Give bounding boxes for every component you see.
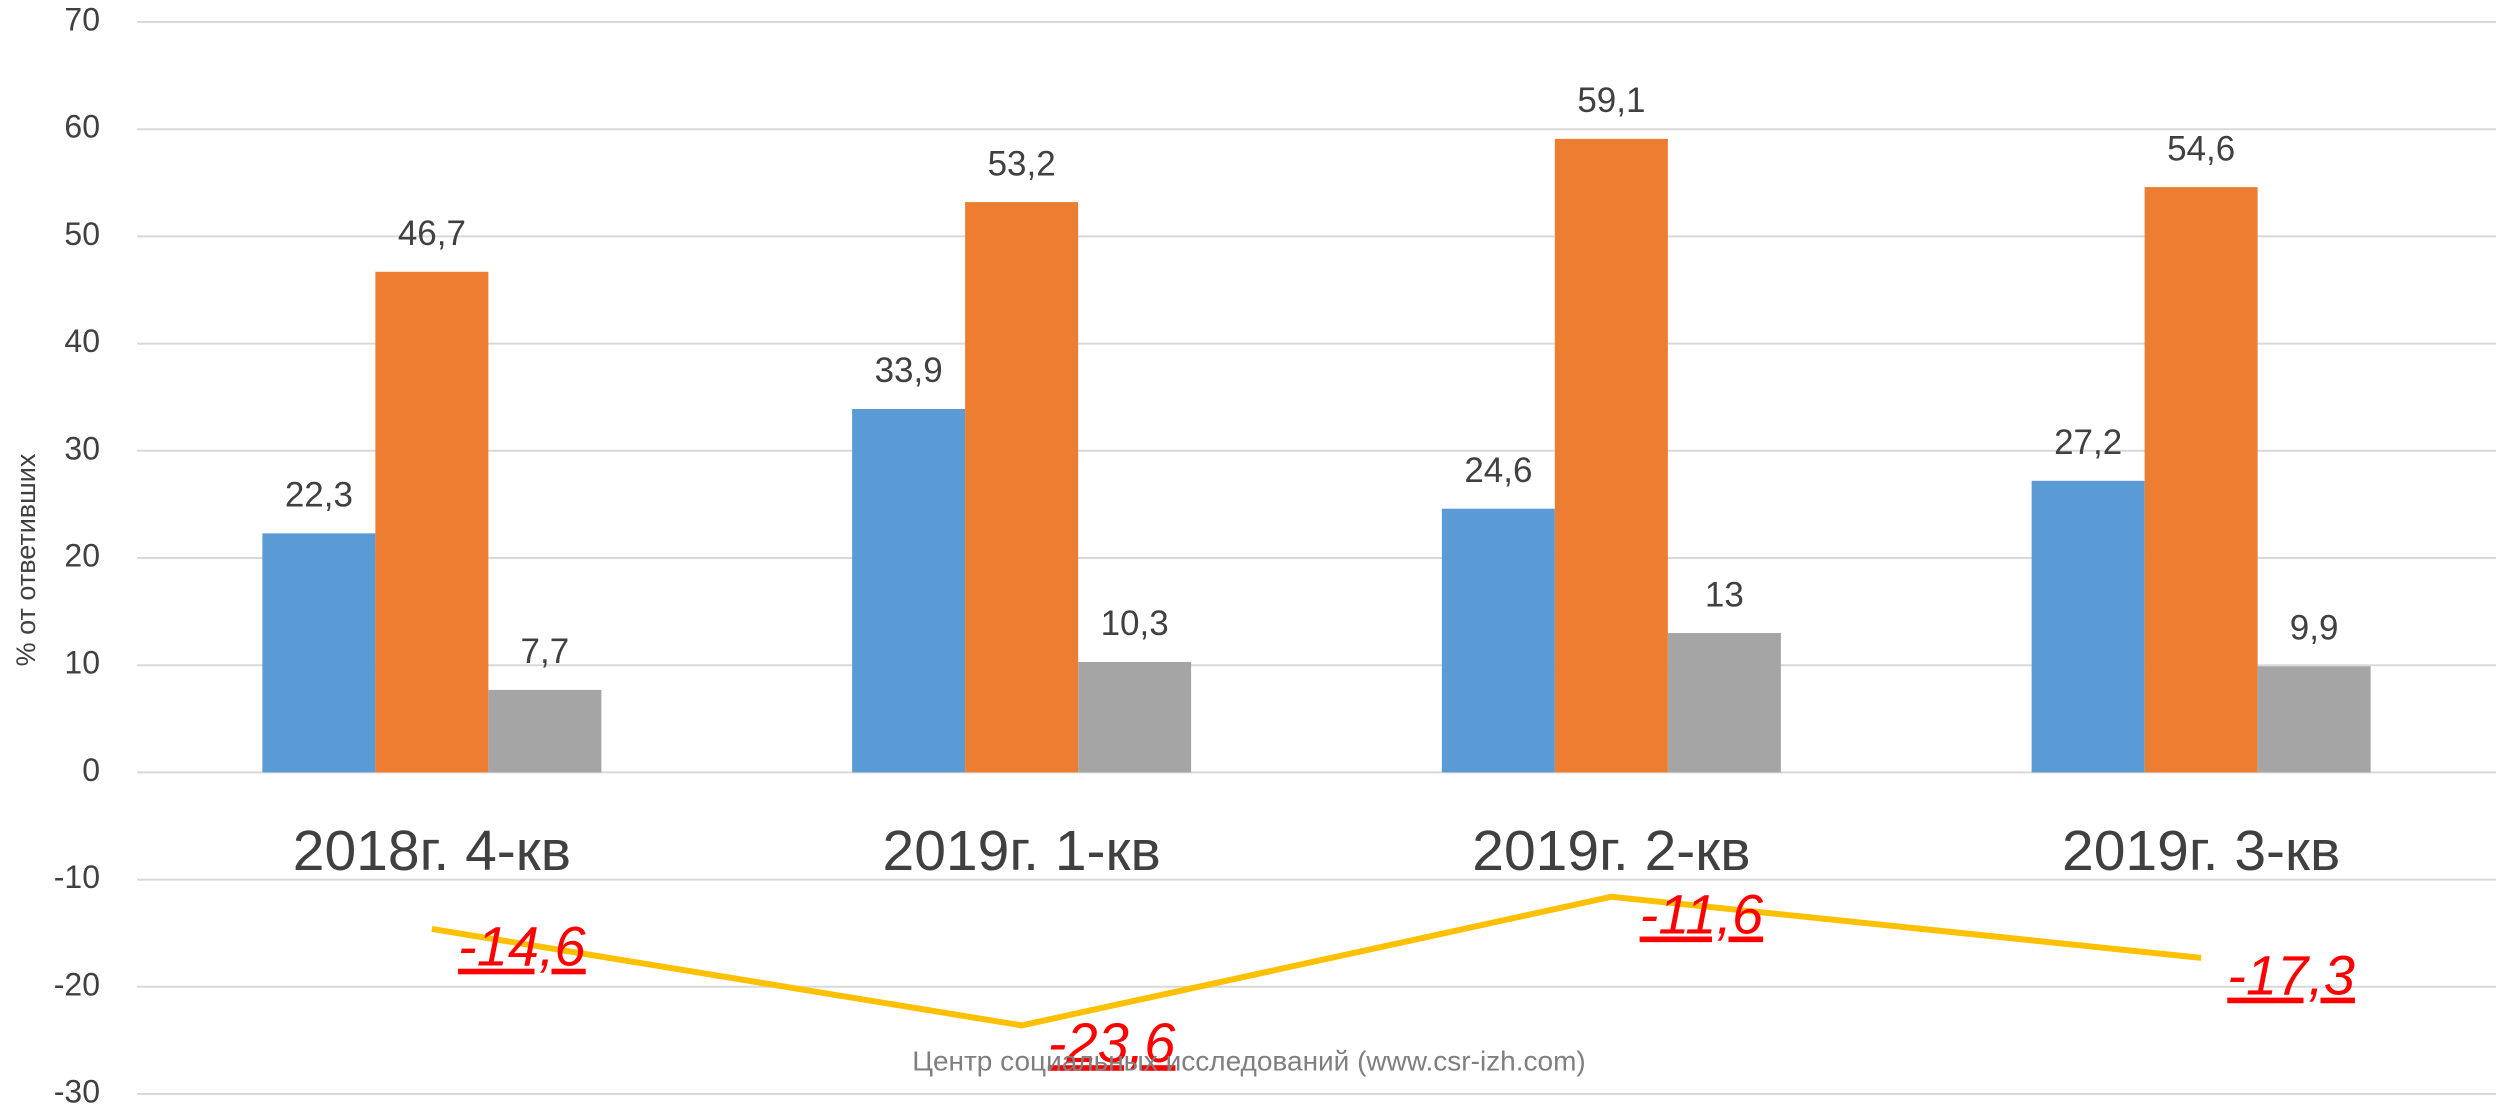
data-label: 10,3	[1101, 604, 1169, 643]
bar	[2031, 480, 2145, 773]
bar	[1554, 138, 1668, 773]
bar	[488, 689, 602, 773]
y-tick-label: -30	[54, 1073, 100, 1107]
x-tick-label: 2019г. 1-кв	[883, 819, 1161, 883]
data-label: 24,6	[1464, 451, 1532, 490]
y-tick-label: 60	[64, 109, 100, 145]
y-tick-label: 0	[82, 752, 100, 788]
bar	[965, 202, 1079, 773]
data-label: 54,6	[2167, 129, 2235, 168]
source: Центр социальных исследований (www.csr-i…	[912, 1045, 1586, 1076]
y-tick-label: -10	[54, 859, 100, 895]
bar	[262, 533, 376, 773]
data-label: 46,7	[398, 214, 466, 253]
data-label: 33,9	[875, 351, 943, 390]
bar	[852, 408, 966, 773]
y-axis-label: % от ответивших	[11, 453, 41, 666]
data-label: 59,1	[1577, 81, 1645, 120]
x-tick-label: 2019г. 3-кв	[2062, 819, 2340, 883]
line-data-label: -23,6	[1048, 1011, 1176, 1074]
x-tick-label: 2018г. 4-кв	[293, 819, 571, 883]
y-tick-label: 50	[64, 216, 100, 252]
data-label: 13	[1705, 575, 1744, 614]
bar	[2257, 666, 2371, 773]
y-tick-label: 30	[64, 430, 100, 466]
y-tick-label: 20	[64, 537, 100, 573]
data-label: 9,9	[2290, 609, 2339, 648]
bar	[375, 271, 489, 773]
y-tick-label: 70	[64, 1, 100, 37]
bar	[1441, 508, 1555, 773]
data-label: 22,3	[285, 476, 353, 515]
data-label: 27,2	[2054, 423, 2122, 462]
y-tick-label: 40	[64, 323, 100, 359]
y-tick-label: 10	[64, 645, 100, 681]
data-label: 7,7	[521, 632, 570, 671]
bar	[1078, 661, 1192, 773]
bar	[2144, 187, 2258, 773]
x-tick-label: 2019г. 2-кв	[1472, 819, 1750, 883]
bar	[1667, 633, 1781, 773]
line-data-label: -11,6	[1640, 883, 1764, 946]
line-data-label: -14,6	[458, 915, 586, 978]
data-label: 53,2	[988, 144, 1056, 183]
line-data-label: -17,3	[2227, 944, 2355, 1007]
line	[431, 893, 2202, 1029]
y-tick-label: -20	[54, 966, 100, 1002]
